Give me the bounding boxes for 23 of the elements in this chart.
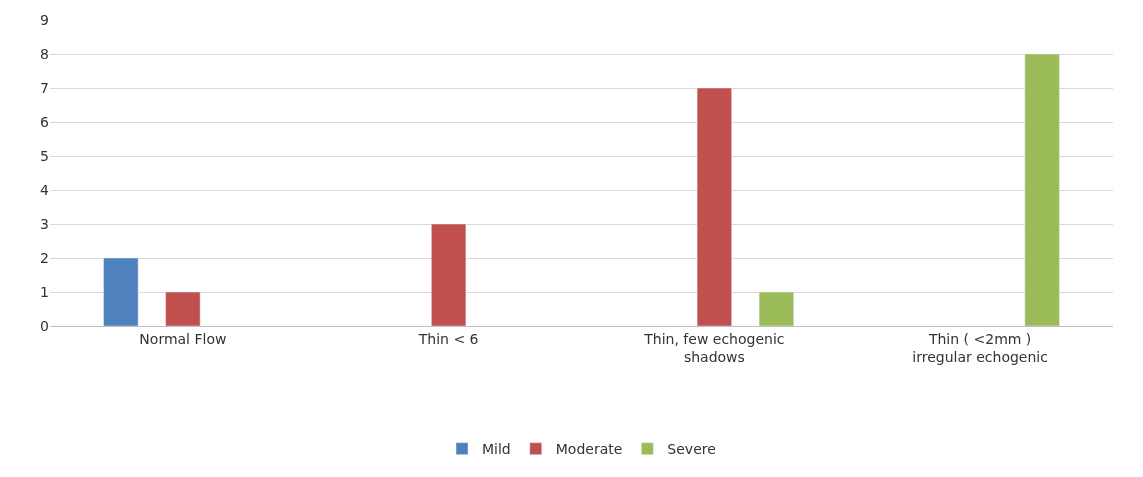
- y-tick-label: 8: [40, 45, 49, 62]
- y-tick-label: 2: [40, 249, 49, 266]
- x-tick-label: Normal Flow: [139, 330, 227, 347]
- y-tick-label: 5: [40, 147, 49, 164]
- bar: [696, 87, 732, 326]
- y-tick-label: 6: [40, 113, 50, 130]
- legend-label: Mild: [482, 441, 511, 458]
- y-tick-label: 3: [40, 215, 49, 232]
- x-tick-label: Thin < 6: [417, 330, 479, 347]
- x-tick-label: Thin ( <2mm ) irregular echogenic: [912, 330, 1048, 365]
- bar: [431, 223, 467, 326]
- y-tick-label: 1: [40, 283, 49, 300]
- bar: [103, 257, 139, 326]
- y-tick-label: 7: [40, 79, 49, 96]
- legend-label: Moderate: [555, 441, 623, 458]
- y-tick-label: 4: [40, 181, 50, 198]
- legend-label: Severe: [667, 441, 716, 458]
- bar: [1024, 53, 1060, 326]
- y-tick-label: 0: [40, 317, 49, 334]
- x-tick-label: Thin, few echogenic shadows: [643, 330, 785, 365]
- bar: [758, 291, 794, 326]
- y-tick-label: 9: [40, 11, 49, 28]
- bar: [165, 291, 201, 326]
